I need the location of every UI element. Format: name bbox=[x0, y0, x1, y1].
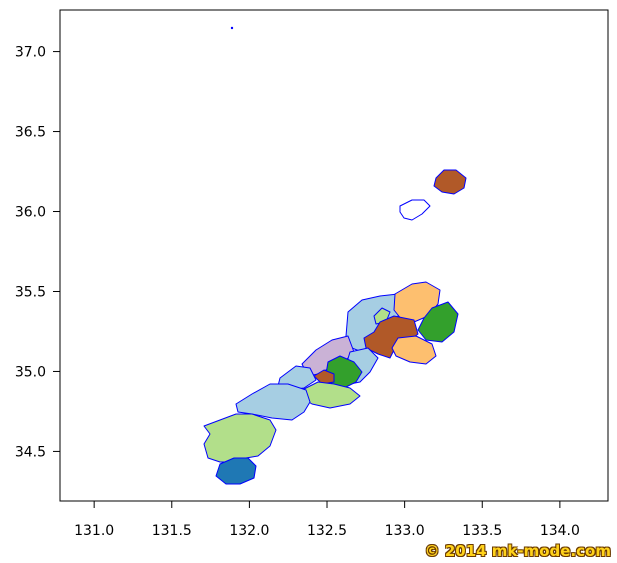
region-ne-brown bbox=[363, 315, 419, 359]
region-oki-dozen bbox=[399, 199, 431, 221]
y-axis: 34.5 35.0 35.5 36.0 36.5 37.0 bbox=[15, 45, 60, 460]
y-tick-label: 36.5 bbox=[15, 125, 46, 141]
y-tick-label: 35.0 bbox=[15, 364, 46, 380]
x-tick-label: 132.0 bbox=[229, 523, 269, 539]
region-oki-dogo bbox=[433, 169, 467, 195]
region-se-cream bbox=[391, 335, 437, 365]
prefecture-regions bbox=[203, 26, 467, 485]
credit-watermark: © 2014 mk-mode.com bbox=[424, 542, 611, 560]
x-tick-label: 131.0 bbox=[74, 523, 114, 539]
y-tick-label: 35.5 bbox=[15, 284, 46, 300]
region-sw-blue bbox=[215, 457, 257, 485]
region-south-lightgreen bbox=[301, 381, 361, 409]
plot-frame bbox=[59, 9, 609, 502]
region-speck bbox=[230, 26, 234, 30]
region-ne-green bbox=[417, 301, 459, 343]
x-tick-label: 133.5 bbox=[462, 523, 502, 539]
y-tick-label: 36.0 bbox=[15, 205, 46, 221]
x-tick-label: 134.0 bbox=[540, 523, 580, 539]
x-tick-label: 131.5 bbox=[152, 523, 192, 539]
y-tick-label: 34.5 bbox=[15, 444, 46, 460]
x-axis: 131.0 131.5 132.0 132.5 133.0 133.5 134.0 bbox=[74, 501, 580, 539]
x-tick-label: 132.5 bbox=[307, 523, 347, 539]
region-sw-lightgreen bbox=[203, 413, 277, 463]
x-tick-label: 133.0 bbox=[385, 523, 425, 539]
y-tick-label: 37.0 bbox=[15, 45, 46, 61]
